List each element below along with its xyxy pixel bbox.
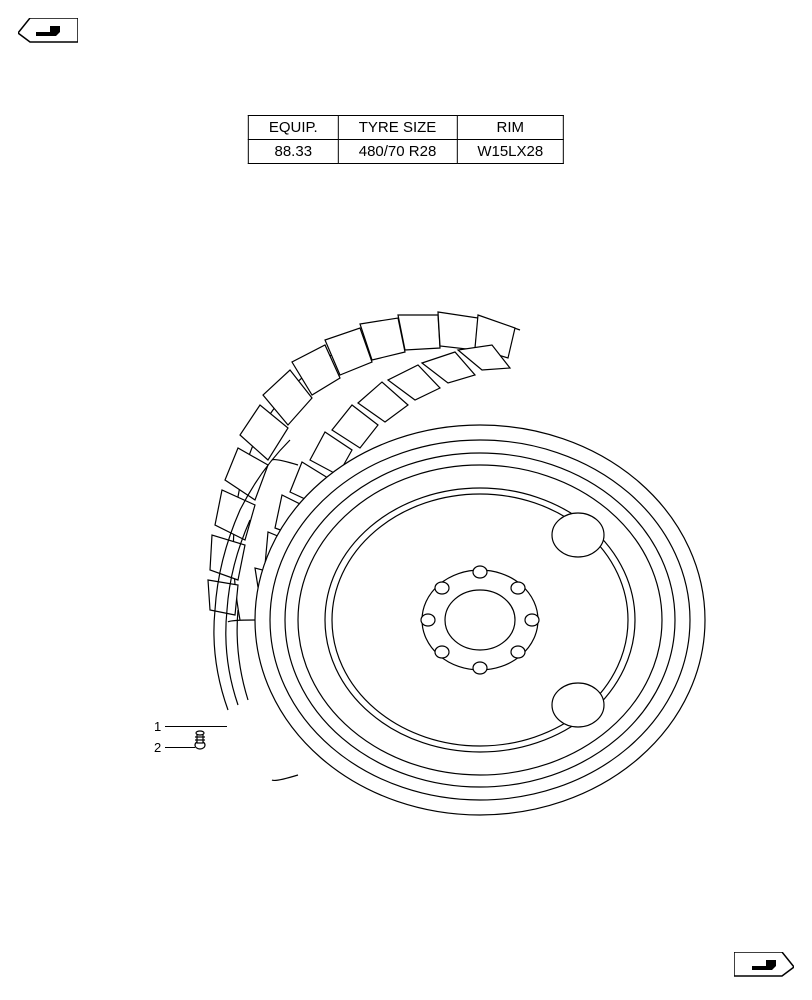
header-equip: EQUIP. [248,116,338,140]
nav-forward-icon[interactable] [734,952,794,982]
value-equip: 88.33 [248,140,338,164]
callout-label-2: 2 [154,740,161,755]
wheel-diagram [160,310,720,840]
nav-back-icon[interactable] [18,18,78,48]
header-rim: RIM [457,116,564,140]
callout-line-1 [165,726,227,727]
spec-table: EQUIP. TYRE SIZE RIM 88.33 480/70 R28 W1… [248,115,564,164]
callout-line-2 [165,747,195,748]
header-tyre: TYRE SIZE [338,116,457,140]
callout-label-1: 1 [154,719,161,734]
value-rim: W15LX28 [457,140,564,164]
value-tyre: 480/70 R28 [338,140,457,164]
